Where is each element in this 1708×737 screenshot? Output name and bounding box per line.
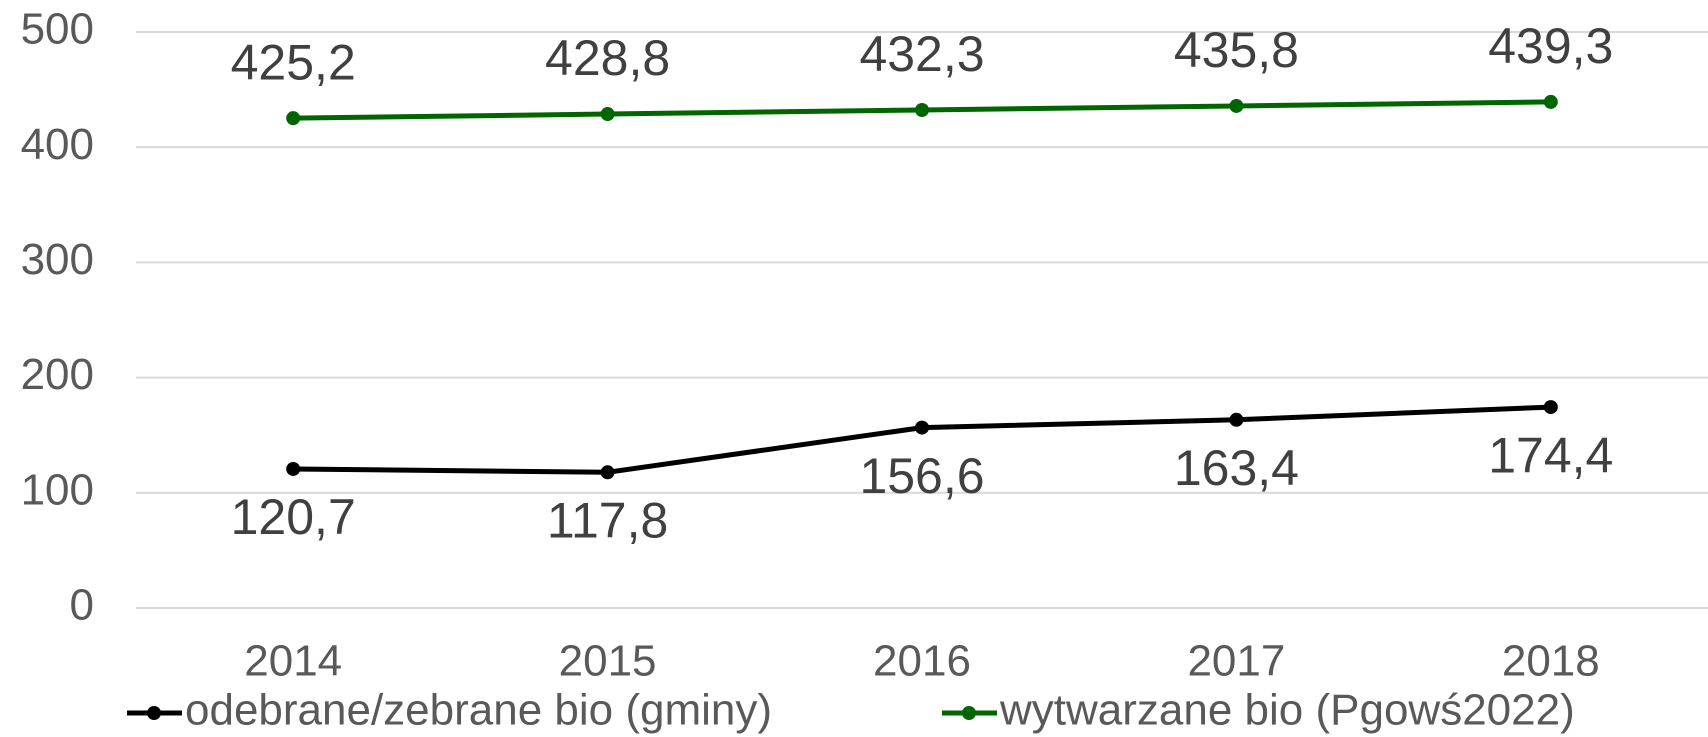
x-tick-label: 2018 (1502, 637, 1600, 686)
x-tick-label: 2016 (873, 637, 971, 686)
data-label: 174,4 (1488, 427, 1613, 483)
data-label: 435,8 (1174, 22, 1299, 78)
data-label: 425,2 (231, 34, 356, 90)
data-label: 439,3 (1488, 18, 1613, 74)
data-label: 120,7 (231, 489, 356, 545)
data-label: 117,8 (547, 492, 668, 548)
marker (1543, 400, 1558, 415)
data-label: 432,3 (859, 26, 984, 82)
legend-label: wytwarzane bio (Pgowś2022) (999, 686, 1575, 735)
legend-marker (962, 706, 976, 720)
y-tick-label: 0 (70, 581, 94, 630)
y-tick-label: 500 (21, 5, 94, 54)
y-tick-label: 300 (21, 235, 94, 284)
y-tick-label: 400 (21, 120, 94, 169)
y-tick-label: 200 (21, 350, 94, 399)
marker (600, 107, 615, 122)
data-label: 156,6 (859, 448, 984, 504)
legend-marker (147, 706, 161, 720)
marker (286, 111, 301, 126)
marker (915, 102, 929, 117)
marker (1229, 412, 1244, 427)
x-tick-label: 2014 (244, 637, 342, 686)
data-label: 428,8 (545, 30, 670, 86)
marker (1543, 94, 1558, 109)
x-tick-label: 2015 (559, 637, 657, 686)
legend-label: odebrane/zebrane bio (gminy) (185, 686, 772, 735)
marker (915, 420, 929, 435)
marker (1229, 98, 1244, 113)
data-label: 163,4 (1174, 440, 1299, 496)
x-tick-label: 2017 (1187, 637, 1285, 686)
y-tick-label: 100 (21, 465, 94, 514)
marker (286, 461, 301, 476)
marker (600, 465, 615, 480)
